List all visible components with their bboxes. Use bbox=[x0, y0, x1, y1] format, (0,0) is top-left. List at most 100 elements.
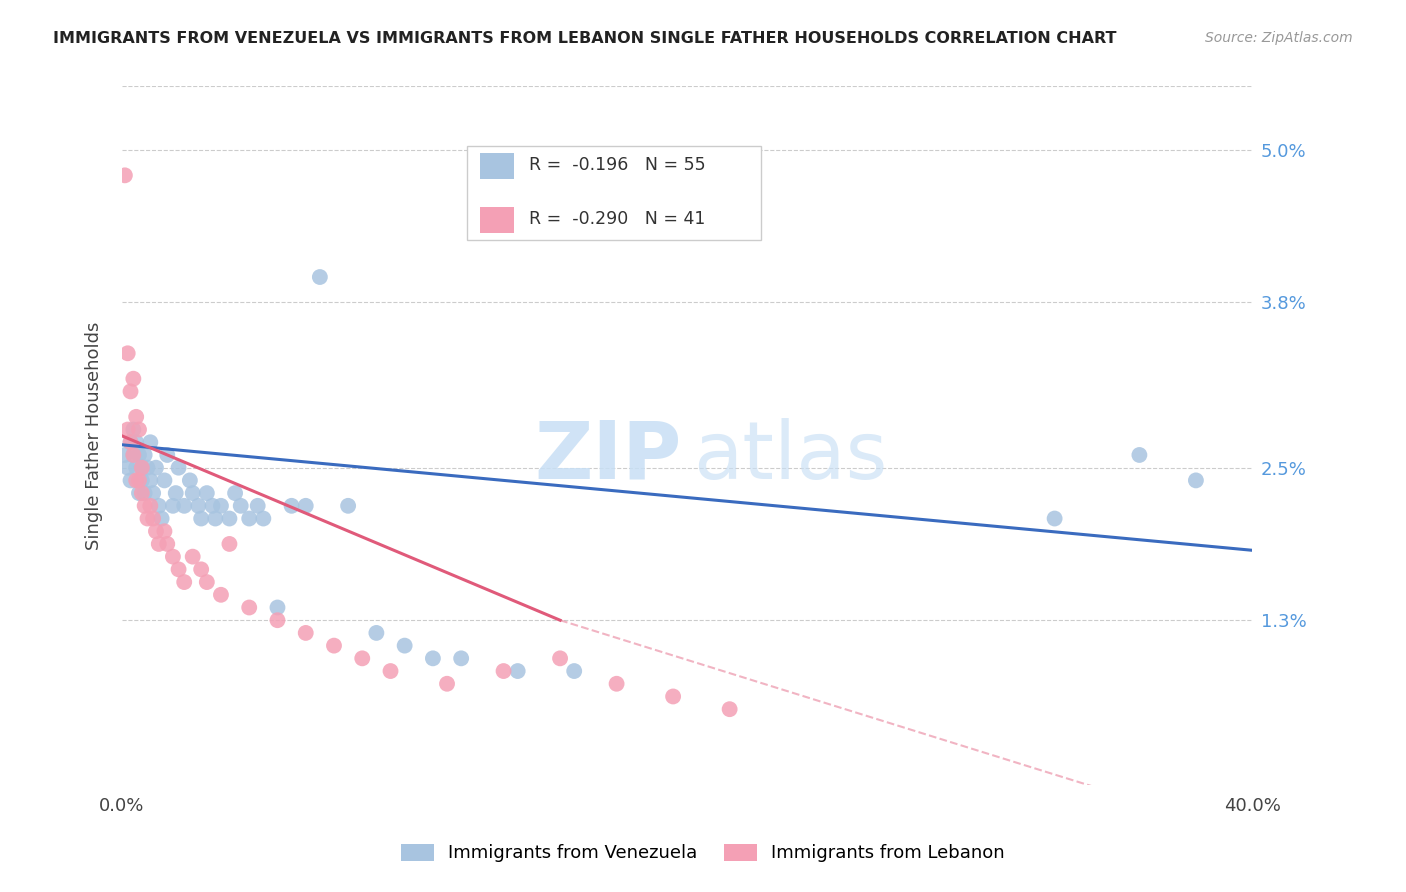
Point bbox=[153, 524, 176, 539]
Point bbox=[131, 460, 153, 475]
Point bbox=[280, 499, 302, 513]
Text: Source: ZipAtlas.com: Source: ZipAtlas.com bbox=[1205, 31, 1353, 45]
Point bbox=[120, 435, 142, 450]
Point bbox=[165, 486, 187, 500]
Point bbox=[224, 486, 246, 500]
Point bbox=[394, 639, 416, 653]
Point bbox=[380, 664, 402, 678]
Point bbox=[229, 499, 252, 513]
Point bbox=[156, 537, 179, 551]
Point bbox=[246, 499, 269, 513]
Point bbox=[114, 169, 136, 183]
Text: R =  -0.290   N = 41: R = -0.290 N = 41 bbox=[529, 211, 706, 228]
Point bbox=[122, 448, 145, 462]
Point bbox=[252, 511, 274, 525]
Point bbox=[204, 511, 226, 525]
Point bbox=[218, 537, 240, 551]
Point bbox=[128, 423, 150, 437]
Point bbox=[117, 423, 139, 437]
FancyBboxPatch shape bbox=[467, 145, 761, 240]
Point bbox=[125, 409, 148, 424]
Point bbox=[145, 524, 167, 539]
Point bbox=[162, 499, 184, 513]
Point bbox=[548, 651, 571, 665]
Point bbox=[337, 499, 360, 513]
Point bbox=[179, 474, 201, 488]
Point bbox=[120, 474, 142, 488]
Point bbox=[139, 499, 162, 513]
Point bbox=[156, 448, 179, 462]
Point bbox=[209, 588, 232, 602]
Point bbox=[136, 460, 159, 475]
Point bbox=[122, 372, 145, 386]
Point bbox=[195, 575, 218, 590]
Point bbox=[662, 690, 685, 704]
Point bbox=[162, 549, 184, 564]
Point bbox=[142, 511, 165, 525]
Point bbox=[294, 626, 316, 640]
Point bbox=[323, 639, 346, 653]
Point bbox=[167, 460, 190, 475]
Point bbox=[128, 474, 150, 488]
Bar bbox=[481, 207, 515, 233]
Point bbox=[128, 448, 150, 462]
Point bbox=[142, 486, 165, 500]
Point bbox=[120, 384, 142, 399]
Legend: Immigrants from Venezuela, Immigrants from Lebanon: Immigrants from Venezuela, Immigrants fr… bbox=[394, 837, 1012, 870]
Point bbox=[148, 499, 170, 513]
Point bbox=[125, 435, 148, 450]
Point bbox=[128, 486, 150, 500]
Point bbox=[238, 600, 260, 615]
Point bbox=[153, 474, 176, 488]
Point bbox=[122, 448, 145, 462]
Point bbox=[266, 600, 288, 615]
Point bbox=[238, 511, 260, 525]
Point bbox=[134, 486, 156, 500]
Point bbox=[181, 549, 204, 564]
Point bbox=[718, 702, 741, 716]
Point bbox=[173, 499, 195, 513]
Point bbox=[136, 511, 159, 525]
Point bbox=[209, 499, 232, 513]
Point bbox=[181, 486, 204, 500]
Text: atlas: atlas bbox=[693, 417, 887, 496]
Point bbox=[134, 448, 156, 462]
Point bbox=[173, 575, 195, 590]
Text: IMMIGRANTS FROM VENEZUELA VS IMMIGRANTS FROM LEBANON SINGLE FATHER HOUSEHOLDS CO: IMMIGRANTS FROM VENEZUELA VS IMMIGRANTS … bbox=[53, 31, 1116, 46]
Point bbox=[1128, 448, 1150, 462]
Point bbox=[201, 499, 224, 513]
Point bbox=[187, 499, 209, 513]
Point bbox=[422, 651, 444, 665]
Point bbox=[148, 537, 170, 551]
Text: R =  -0.196   N = 55: R = -0.196 N = 55 bbox=[529, 156, 706, 174]
Point bbox=[145, 460, 167, 475]
Point bbox=[352, 651, 374, 665]
Point bbox=[134, 499, 156, 513]
Point bbox=[436, 677, 458, 691]
Point bbox=[167, 562, 190, 576]
Point bbox=[139, 474, 162, 488]
Point bbox=[294, 499, 316, 513]
Point bbox=[131, 486, 153, 500]
Point bbox=[114, 448, 136, 462]
Bar bbox=[481, 153, 515, 179]
Point bbox=[366, 626, 388, 640]
Point bbox=[131, 460, 153, 475]
Point bbox=[309, 270, 332, 285]
Y-axis label: Single Father Households: Single Father Households bbox=[86, 322, 103, 550]
Point bbox=[450, 651, 472, 665]
Text: ZIP: ZIP bbox=[534, 417, 682, 496]
Point bbox=[266, 613, 288, 627]
Point bbox=[120, 435, 142, 450]
Point bbox=[117, 460, 139, 475]
Point bbox=[190, 562, 212, 576]
Point bbox=[190, 511, 212, 525]
Point bbox=[562, 664, 585, 678]
Point bbox=[1185, 474, 1208, 488]
Point bbox=[150, 511, 173, 525]
Point bbox=[1043, 511, 1066, 525]
Point bbox=[139, 435, 162, 450]
Point bbox=[218, 511, 240, 525]
Point bbox=[117, 346, 139, 360]
Point bbox=[506, 664, 529, 678]
